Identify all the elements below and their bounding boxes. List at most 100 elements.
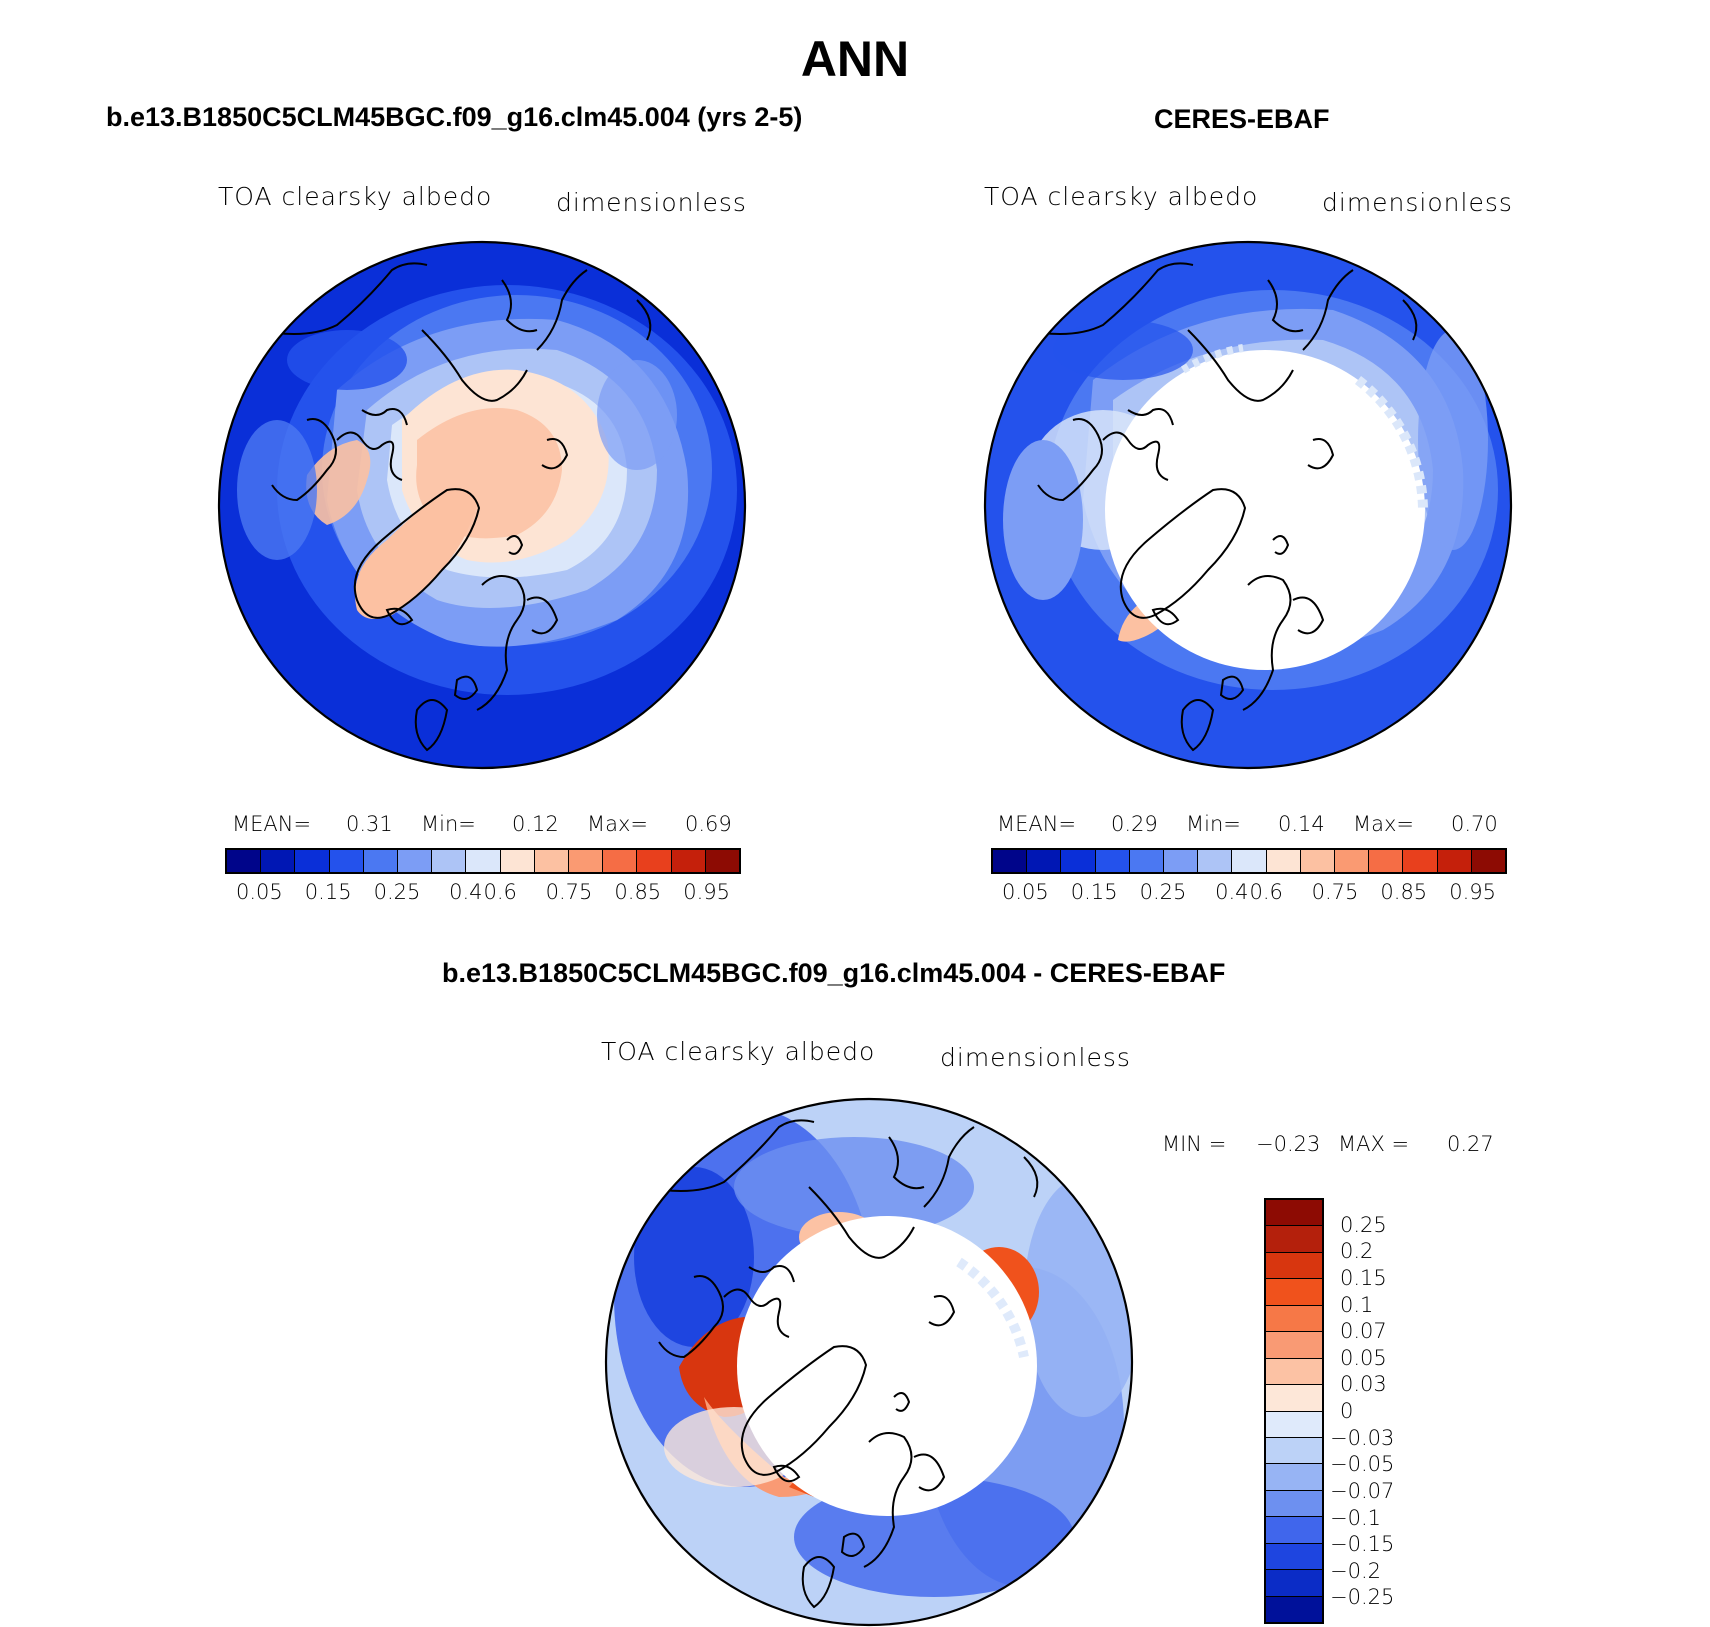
colorbar-swatch (1266, 1464, 1322, 1491)
colorbar-swatch (1266, 1543, 1322, 1571)
colorbar-swatch (329, 850, 364, 872)
obs-max-label: Max= (1353, 812, 1415, 836)
model-panel-title: b.e13.B1850C5CLM45BGC.f09_g16.clm45.004 … (106, 102, 803, 132)
diff-min-value: −0.23 (1256, 1132, 1321, 1156)
colorbar-tick-label: 0.6 (1249, 880, 1283, 904)
colorbar-swatch (569, 850, 604, 872)
obs-min-label: Min= (1186, 812, 1241, 836)
colorbar-swatch (1266, 1596, 1322, 1622)
colorbar-tick-label: 0.03 (1340, 1372, 1387, 1397)
colorbar-tick-label: 0.2 (1340, 1239, 1374, 1264)
model-max-label: Max= (587, 812, 649, 836)
colorbar-swatch (603, 850, 638, 872)
colorbar-swatch (1266, 1385, 1322, 1412)
colorbar-swatch (1266, 1200, 1322, 1227)
model-variable-label: TOA clearsky albedo (218, 182, 493, 211)
colorbar-tick-label: 0.4 (449, 880, 483, 904)
colorbar-swatch (227, 850, 262, 872)
diff-colorbar (1264, 1198, 1324, 1624)
colorbar-swatch (1266, 1437, 1322, 1465)
colorbar-swatch (1129, 850, 1165, 872)
colorbar-tick-label: 0.07 (1340, 1319, 1387, 1344)
model-units-label: dimensionless (556, 188, 747, 217)
obs-max-value: 0.70 (1451, 812, 1498, 836)
colorbar-swatch (1471, 850, 1506, 872)
colorbar-swatch (1164, 850, 1199, 872)
diff-min-label: MIN = (1162, 1132, 1227, 1156)
colorbar-tick-label: −0.1 (1330, 1505, 1381, 1530)
model-min-value: 0.12 (512, 812, 559, 836)
colorbar-swatch (534, 850, 570, 872)
obs-polar-map (983, 240, 1513, 770)
colorbar-tick-label: 0.1 (1340, 1292, 1374, 1317)
colorbar-swatch (1266, 1226, 1322, 1253)
colorbar-swatch (466, 850, 501, 872)
colorbar-swatch (1266, 1332, 1322, 1359)
colorbar-tick-label: 0.25 (1340, 1212, 1387, 1237)
colorbar-tick-label: 0.05 (236, 880, 283, 904)
colorbar-tick-label: 0.05 (1340, 1345, 1387, 1370)
model-mean-value: 0.31 (346, 812, 393, 836)
colorbar-tick-label: 0.95 (683, 880, 730, 904)
colorbar-tick-label: −0.2 (1330, 1558, 1381, 1583)
colorbar-tick-label: −0.03 (1330, 1425, 1395, 1450)
diff-polar-map (604, 1097, 1134, 1627)
colorbar-swatch (261, 850, 296, 872)
colorbar-tick-label: 0.15 (1340, 1265, 1387, 1290)
obs-mean-label: MEAN= (997, 812, 1077, 836)
colorbar-swatch (993, 850, 1028, 872)
obs-colorbar (991, 848, 1507, 874)
model-colorbar (225, 848, 741, 874)
colorbar-tick-label: 0.95 (1449, 880, 1496, 904)
colorbar-swatch (1232, 850, 1267, 872)
colorbar-tick-label: 0.4 (1215, 880, 1249, 904)
colorbar-swatch (1403, 850, 1438, 872)
colorbar-swatch (500, 850, 535, 872)
colorbar-tick-label: 0.15 (304, 880, 352, 904)
colorbar-swatch (1266, 1305, 1322, 1333)
model-polar-map (217, 240, 747, 770)
colorbar-swatch (1266, 1411, 1322, 1438)
colorbar-swatch (671, 850, 706, 872)
colorbar-swatch (1266, 1358, 1322, 1386)
colorbar-swatch (363, 850, 399, 872)
obs-mean-value: 0.29 (1111, 812, 1158, 836)
diff-variable-label: TOA clearsky albedo (601, 1037, 876, 1066)
diff-max-value: 0.27 (1447, 1132, 1494, 1156)
colorbar-swatch (1266, 1517, 1322, 1544)
colorbar-tick-label: 0.05 (1002, 880, 1049, 904)
colorbar-tick-label: 0.15 (1070, 880, 1118, 904)
colorbar-tick-label: 0.75 (545, 880, 593, 904)
obs-min-value: 0.14 (1278, 812, 1325, 836)
colorbar-tick-label: −0.05 (1330, 1452, 1395, 1477)
colorbar-tick-label: −0.15 (1330, 1532, 1395, 1557)
model-mean-label: MEAN= (232, 812, 312, 836)
diff-panel-title: b.e13.B1850C5CLM45BGC.f09_g16.clm45.004 … (442, 958, 1226, 988)
colorbar-tick-label: −0.07 (1330, 1478, 1395, 1503)
colorbar-swatch (1266, 850, 1301, 872)
colorbar-tick-label: −0.25 (1330, 1585, 1395, 1610)
colorbar-tick-label: 0.6 (483, 880, 517, 904)
colorbar-tick-label: 0.25 (1139, 880, 1187, 904)
colorbar-tick-label: 0 (1340, 1399, 1354, 1423)
colorbar-swatch (705, 850, 740, 872)
colorbar-tick-label: 0.85 (614, 880, 662, 904)
model-min-label: Min= (421, 812, 476, 836)
colorbar-swatch (1095, 850, 1130, 872)
colorbar-swatch (1369, 850, 1404, 872)
colorbar-swatch (1266, 1252, 1322, 1280)
diff-units-label: dimensionless (940, 1043, 1131, 1072)
colorbar-swatch (432, 850, 467, 872)
figure-title: ANN (800, 31, 910, 87)
colorbar-swatch (1266, 1570, 1322, 1597)
colorbar-swatch (1198, 850, 1233, 872)
colorbar-swatch (1061, 850, 1096, 872)
colorbar-swatch (398, 850, 433, 872)
colorbar-swatch (1027, 850, 1062, 872)
model-max-value: 0.69 (685, 812, 732, 836)
colorbar-swatch (295, 850, 330, 872)
colorbar-swatch (1437, 850, 1472, 872)
colorbar-tick-label: 0.85 (1380, 880, 1428, 904)
colorbar-swatch (637, 850, 672, 872)
obs-units-label: dimensionless (1322, 188, 1513, 217)
